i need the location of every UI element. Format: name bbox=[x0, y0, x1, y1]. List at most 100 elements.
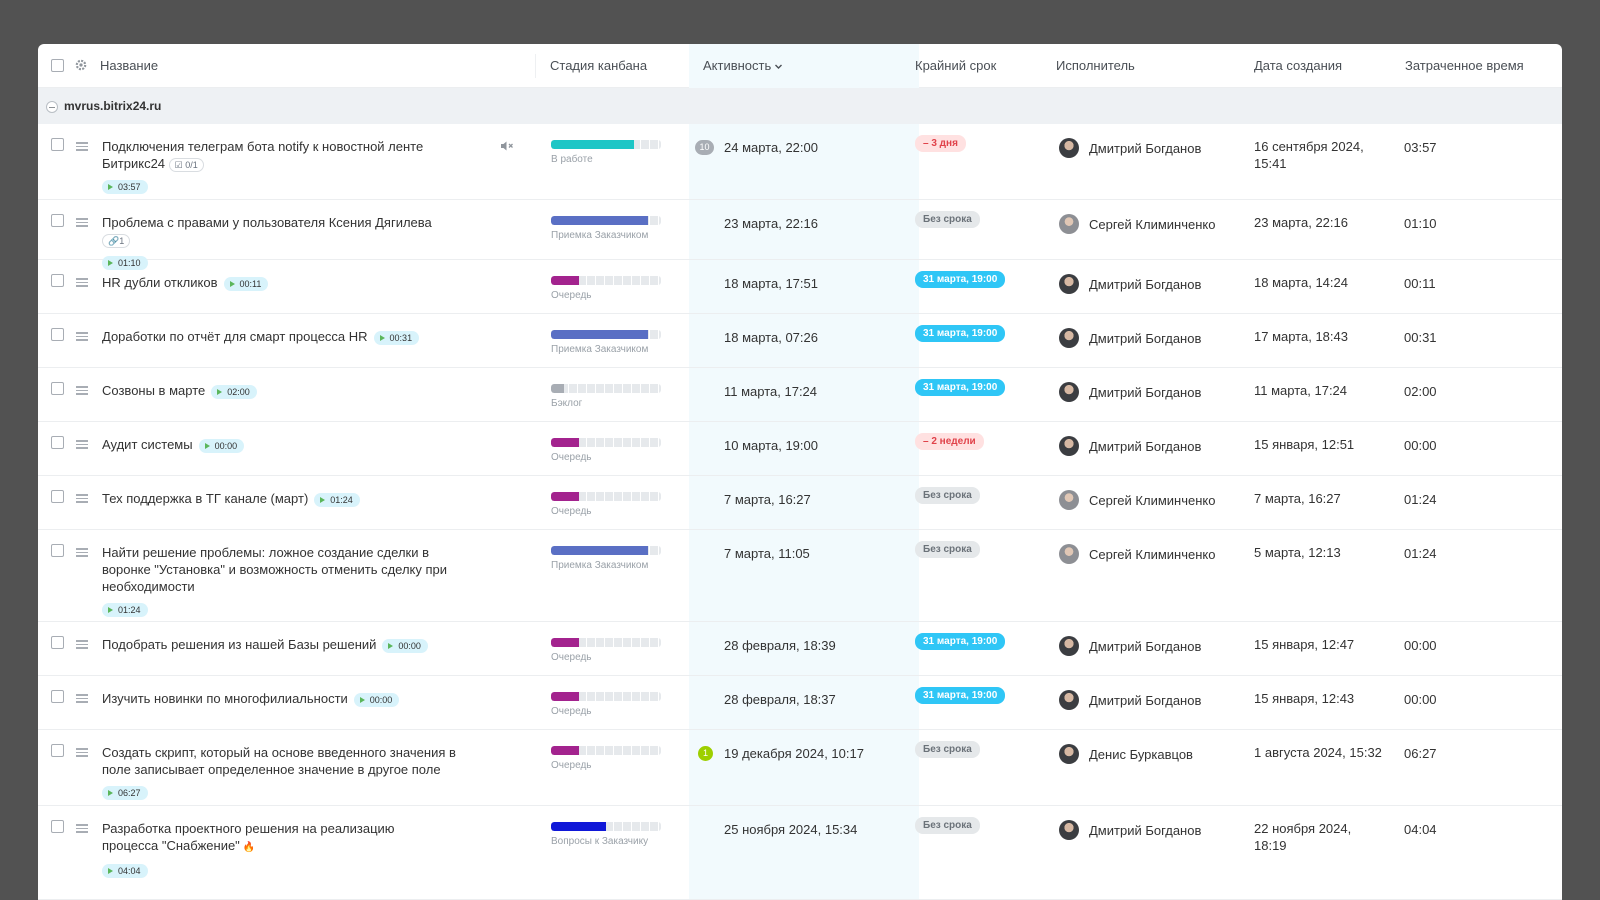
kanban-stage-progress[interactable] bbox=[551, 746, 661, 755]
task-row[interactable]: Аудит системы 00:00 Очередь 10 марта, 19:00… bbox=[38, 422, 1562, 476]
task-title-link[interactable]: Найти решение проблемы: ложное создание … bbox=[102, 545, 448, 594]
task-title-link[interactable]: Изучить новинки по многофилиальности bbox=[102, 691, 348, 706]
row-checkbox[interactable] bbox=[51, 138, 64, 151]
avatar[interactable] bbox=[1059, 544, 1079, 564]
assignee-name[interactable]: Дмитрий Богданов bbox=[1089, 385, 1202, 400]
time-tracker-button[interactable]: 01:10 bbox=[102, 255, 148, 270]
assignee-name[interactable]: Сергей Климинченко bbox=[1089, 493, 1216, 508]
task-title-link[interactable]: HR дубли откликов bbox=[102, 275, 218, 290]
drag-handle-icon[interactable] bbox=[76, 142, 88, 151]
avatar[interactable] bbox=[1059, 138, 1079, 158]
avatar[interactable] bbox=[1059, 820, 1079, 840]
time-tracker-button[interactable]: 02:00 bbox=[211, 384, 257, 399]
task-row[interactable]: Подключения телеграм бота notify к новос… bbox=[38, 124, 1562, 200]
avatar[interactable] bbox=[1059, 636, 1079, 656]
deadline-badge[interactable]: – 3 дня bbox=[915, 135, 966, 152]
drag-handle-icon[interactable] bbox=[76, 278, 88, 287]
kanban-stage-progress[interactable] bbox=[551, 216, 661, 225]
avatar[interactable] bbox=[1059, 744, 1079, 764]
deadline-badge[interactable]: 31 марта, 19:00 bbox=[915, 325, 1006, 342]
task-row[interactable]: Доработки по отчёт для смарт процесса HR… bbox=[38, 314, 1562, 368]
kanban-stage-progress[interactable] bbox=[551, 330, 661, 339]
activity-counter-badge[interactable]: 10 bbox=[695, 140, 714, 155]
row-checkbox[interactable] bbox=[51, 744, 64, 757]
column-divider[interactable] bbox=[535, 54, 536, 78]
row-checkbox[interactable] bbox=[51, 690, 64, 703]
drag-handle-icon[interactable] bbox=[76, 440, 88, 449]
select-all-checkbox[interactable] bbox=[51, 59, 64, 72]
collapse-group-icon[interactable] bbox=[46, 101, 58, 113]
drag-handle-icon[interactable] bbox=[76, 824, 88, 833]
deadline-badge[interactable]: 31 марта, 19:00 bbox=[915, 633, 1006, 650]
deadline-badge[interactable]: 31 марта, 19:00 bbox=[915, 687, 1006, 704]
avatar[interactable] bbox=[1059, 690, 1079, 710]
task-meta-chip[interactable]: 🔗1 bbox=[102, 233, 131, 248]
task-title-link[interactable]: Разработка проектного решения на реализа… bbox=[102, 821, 395, 853]
kanban-stage-progress[interactable] bbox=[551, 140, 661, 149]
drag-handle-icon[interactable] bbox=[76, 386, 88, 395]
time-tracker-button[interactable]: 03:57 bbox=[102, 179, 148, 194]
task-row[interactable]: Найти решение проблемы: ложное создание … bbox=[38, 530, 1562, 622]
task-title-link[interactable]: Подобрать решения из нашей Базы решений bbox=[102, 637, 377, 652]
assignee-name[interactable]: Сергей Климинченко bbox=[1089, 547, 1216, 562]
task-row[interactable]: HR дубли откликов 00:11 Очередь 18 марта, 1… bbox=[38, 260, 1562, 314]
assignee-name[interactable]: Дмитрий Богданов bbox=[1089, 277, 1202, 292]
gear-icon[interactable] bbox=[74, 58, 88, 72]
avatar[interactable] bbox=[1059, 490, 1079, 510]
task-row[interactable]: Тех поддержка в ТГ канале (март) 01:24 Оче… bbox=[38, 476, 1562, 530]
time-tracker-button[interactable]: 00:11 bbox=[223, 276, 269, 291]
deadline-badge[interactable]: Без срока bbox=[915, 487, 980, 504]
assignee-name[interactable]: Дмитрий Богданов bbox=[1089, 331, 1202, 346]
avatar[interactable] bbox=[1059, 274, 1079, 294]
mute-icon[interactable] bbox=[500, 140, 514, 152]
column-header-stage[interactable]: Стадия канбана bbox=[550, 58, 648, 73]
task-title-link[interactable]: Подключения телеграм бота notify к новос… bbox=[102, 139, 424, 171]
task-title-link[interactable]: Созвоны в марте bbox=[102, 383, 206, 398]
deadline-badge[interactable]: Без срока bbox=[915, 541, 980, 558]
time-tracker-button[interactable]: 01:24 bbox=[102, 602, 148, 617]
task-row[interactable]: Разработка проектного решения на реализа… bbox=[38, 806, 1562, 900]
row-checkbox[interactable] bbox=[51, 328, 64, 341]
deadline-badge[interactable]: 31 марта, 19:00 bbox=[915, 379, 1006, 396]
task-title-link[interactable]: Создать скрипт, который на основе введен… bbox=[102, 745, 456, 777]
kanban-stage-progress[interactable] bbox=[551, 384, 661, 393]
deadline-badge[interactable]: Без срока bbox=[915, 817, 980, 834]
task-title-link[interactable]: Тех поддержка в ТГ канале (март) bbox=[102, 491, 309, 506]
time-tracker-button[interactable]: 00:00 bbox=[382, 638, 428, 653]
assignee-name[interactable]: Дмитрий Богданов bbox=[1089, 823, 1202, 838]
row-checkbox[interactable] bbox=[51, 544, 64, 557]
column-header-assignee[interactable]: Исполнитель bbox=[1056, 58, 1135, 73]
deadline-badge[interactable]: Без срока bbox=[915, 741, 980, 758]
assignee-name[interactable]: Дмитрий Богданов bbox=[1089, 639, 1202, 654]
task-title-link[interactable]: Проблема с правами у пользователя Ксения… bbox=[102, 215, 432, 230]
column-header-deadline[interactable]: Крайний срок bbox=[915, 58, 997, 73]
task-title-link[interactable]: Доработки по отчёт для смарт процесса HR bbox=[102, 329, 368, 344]
row-checkbox[interactable] bbox=[51, 636, 64, 649]
row-checkbox[interactable] bbox=[51, 214, 64, 227]
activity-counter-badge[interactable]: 1 bbox=[698, 746, 713, 761]
drag-handle-icon[interactable] bbox=[76, 494, 88, 503]
column-header-created[interactable]: Дата создания bbox=[1254, 58, 1343, 73]
task-row[interactable]: Создать скрипт, который на основе введен… bbox=[38, 730, 1562, 806]
row-checkbox[interactable] bbox=[51, 436, 64, 449]
task-meta-chip[interactable]: ☑ 0/1 bbox=[168, 157, 204, 172]
assignee-name[interactable]: Дмитрий Богданов bbox=[1089, 439, 1202, 454]
kanban-stage-progress[interactable] bbox=[551, 546, 661, 555]
deadline-badge[interactable]: – 2 недели bbox=[915, 433, 984, 450]
task-row[interactable]: Подобрать решения из нашей Базы решений 0… bbox=[38, 622, 1562, 676]
drag-handle-icon[interactable] bbox=[76, 218, 88, 227]
drag-handle-icon[interactable] bbox=[76, 332, 88, 341]
kanban-stage-progress[interactable] bbox=[551, 492, 661, 501]
assignee-name[interactable]: Дмитрий Богданов bbox=[1089, 693, 1202, 708]
column-header-spent[interactable]: Затраченное время bbox=[1405, 58, 1524, 73]
task-row[interactable]: Проблема с правами у пользователя Ксения… bbox=[38, 200, 1562, 270]
row-checkbox[interactable] bbox=[51, 490, 64, 503]
task-title-link[interactable]: Аудит системы bbox=[102, 437, 193, 452]
kanban-stage-progress[interactable] bbox=[551, 638, 661, 647]
drag-handle-icon[interactable] bbox=[76, 748, 88, 757]
kanban-stage-progress[interactable] bbox=[551, 438, 661, 447]
row-checkbox[interactable] bbox=[51, 274, 64, 287]
avatar[interactable] bbox=[1059, 328, 1079, 348]
deadline-badge[interactable]: Без срока bbox=[915, 211, 980, 228]
row-checkbox[interactable] bbox=[51, 820, 64, 833]
